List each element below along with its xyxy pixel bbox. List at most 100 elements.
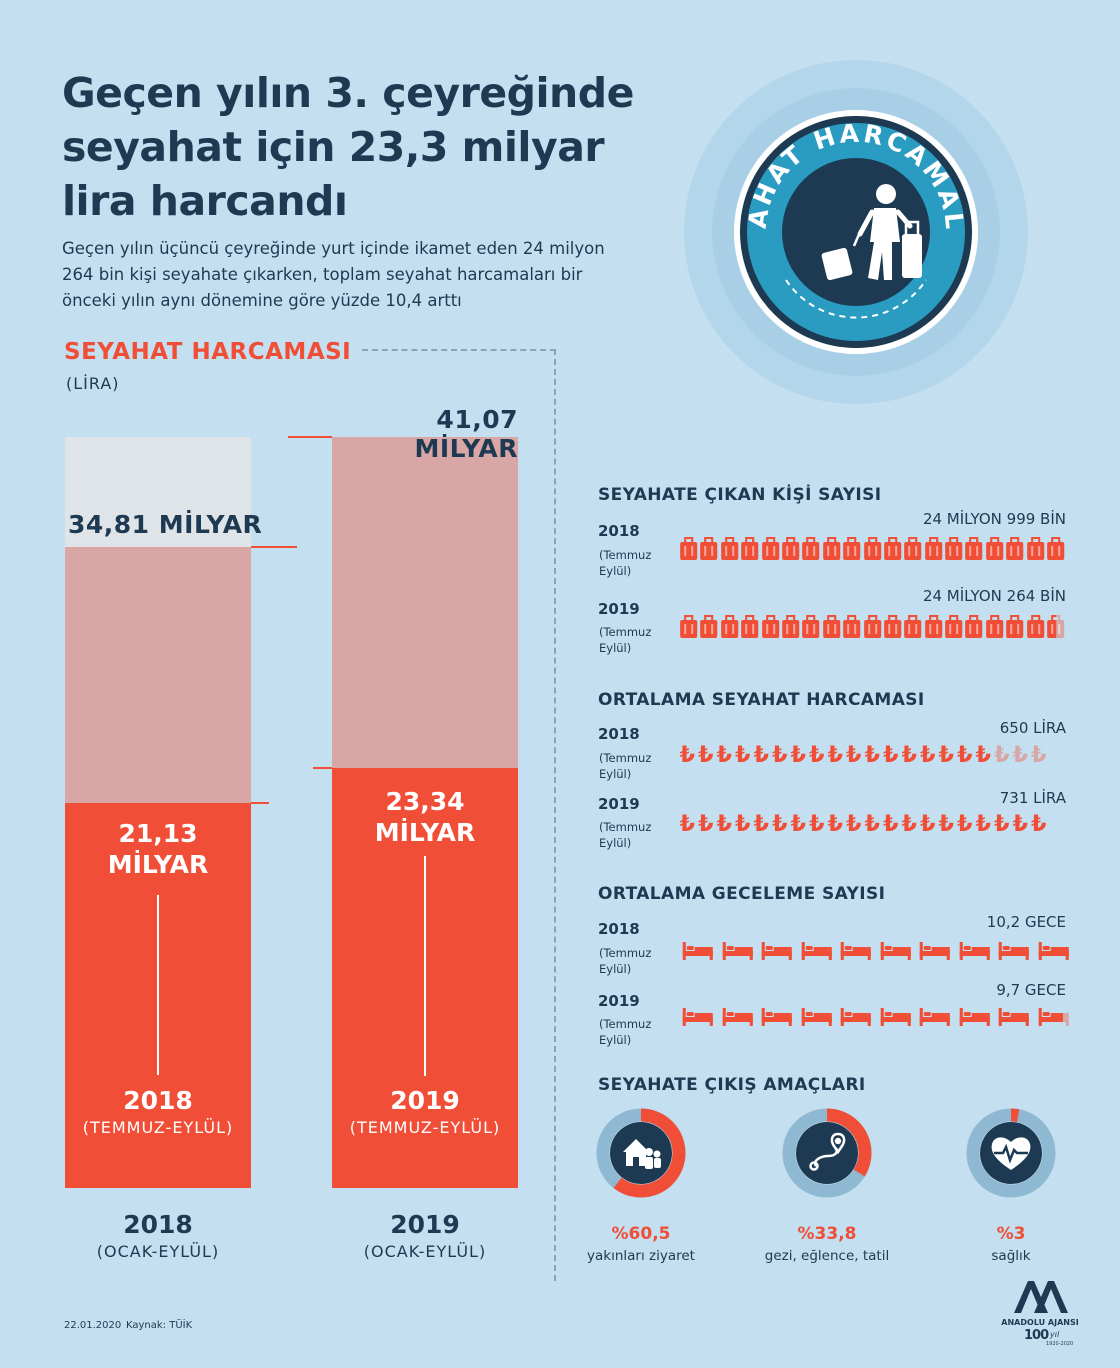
lira-symbol-icon: ₺ (994, 743, 1010, 768)
luggage-icon (822, 537, 840, 560)
lira-symbol-icon: ₺ (957, 743, 973, 768)
subtitle-line-2: 264 bin kişi seyahate çıkarken, toplam s… (62, 265, 583, 284)
avg-spend-2019-period: (Temmuz Eylül) (599, 820, 652, 850)
luggage-icon (741, 537, 759, 560)
house-family-icon (623, 1139, 661, 1169)
luggage-icon (1006, 537, 1024, 560)
luggage-icon (863, 537, 881, 560)
bed-icon (998, 942, 1029, 960)
travelers-2018-period: (Temmuz Eylül) (599, 548, 652, 578)
lira-symbol-icon: ₺ (920, 812, 936, 837)
luggage-icon (924, 537, 942, 560)
lira-symbol-icon: ₺ (957, 812, 973, 837)
luggage-icon (782, 615, 800, 638)
nights-2019-period: (Temmuz Eylül) (599, 1017, 652, 1047)
bar-2019-total (332, 437, 518, 768)
lira-symbol-icon: ₺ (1031, 812, 1047, 837)
lira-symbol-icon: ₺ (809, 743, 825, 768)
lira-symbol-icon: ₺ (790, 812, 806, 837)
avg-spend-title: ORTALAMA SEYAHAT HARCAMASI (598, 690, 925, 710)
luggage-icon (986, 537, 1004, 560)
bed-icon (761, 1008, 792, 1026)
luggage-icon (904, 537, 922, 560)
luggage-icon (965, 537, 983, 560)
nights-2018-period: (Temmuz Eylül) (599, 946, 652, 976)
nights-2018-value: 10,2 GECE (986, 913, 1066, 931)
purpose-health-pct: %3 (996, 1224, 1026, 1244)
luggage-icon (924, 615, 942, 638)
purpose-visit-donut (596, 1108, 686, 1198)
anniversary-word: yıl (1050, 1330, 1060, 1339)
lira-symbol-icon: ₺ (864, 743, 880, 768)
lira-symbol-icon: ₺ (1012, 743, 1028, 768)
lira-symbol-icon: ₺ (809, 812, 825, 837)
nights-2019-value: 9,7 GECE (996, 981, 1066, 999)
bar-2019-period: (OCAK-EYLÜL) (363, 1242, 487, 1261)
bar-2019-q3-tick (313, 767, 332, 769)
travelers-2019-value: 24 MİLYON 264 BİN (922, 587, 1066, 605)
lira-symbol-icon: ₺ (883, 812, 899, 837)
luggage-icon (802, 615, 820, 638)
bed-icon (840, 942, 871, 960)
spending-unit: (LİRA) (66, 374, 120, 393)
lira-symbol-icon: ₺ (920, 743, 936, 768)
nights-2018-icons (680, 939, 1075, 961)
purpose-health-arc (966, 1108, 1056, 1198)
travelers-2018-icons (679, 535, 1066, 561)
bar-2019-divider (424, 856, 426, 1076)
purpose-health-donut (966, 1108, 1056, 1198)
lira-symbol-icon: ₺ (975, 812, 991, 837)
agency-name: ANADOLU AJANSI (1001, 1318, 1079, 1327)
luggage-icon (965, 615, 983, 638)
lira-symbol-icon: ₺ (901, 812, 917, 837)
bar-2018-total (65, 547, 251, 803)
purpose-leisure-arc (782, 1108, 872, 1198)
bed-icon (722, 942, 753, 960)
anniversary-number: 100 (1024, 1328, 1049, 1343)
luggage-icon (761, 537, 779, 560)
luggage-icon (986, 615, 1004, 638)
spending-title: SEYAHAT HARCAMASI (64, 339, 352, 365)
lira-symbol-icon: ₺ (716, 743, 732, 768)
lira-symbol-icon: ₺ (864, 812, 880, 837)
luggage-icon (741, 615, 759, 638)
bar-2018-q3-number: 21,13 (118, 819, 198, 848)
nights-title: ORTALAMA GECELEME SAYISI (598, 884, 886, 904)
purpose-leisure-donut (782, 1108, 872, 1198)
title-line-1: Geçen yılın 3. çeyreğinde (62, 69, 634, 117)
luggage-icon (782, 537, 800, 560)
luggage-icon (863, 615, 881, 638)
bed-icon (801, 942, 832, 960)
bed-icon (919, 1008, 950, 1026)
title-line-2: seyahat için 23,3 milyar (62, 123, 605, 171)
lira-symbol-icon: ₺ (735, 812, 751, 837)
bar-2018-q3-tick (251, 802, 269, 804)
subtitle-line-1: Geçen yılın üçüncü çeyreğinde yurt içind… (62, 239, 605, 258)
lira-symbol-icon: ₺ (975, 743, 991, 768)
bed-icon (761, 942, 792, 960)
bar-2018-total-label: 34,81 MİLYAR (68, 510, 263, 539)
purpose-visit-arc (596, 1108, 686, 1198)
luggage-icon (680, 615, 698, 638)
footer-date: 22.01.2020 (64, 1320, 122, 1331)
purpose-health-label: sağlık (991, 1248, 1031, 1264)
travelers-2018-value: 24 MİLYON 999 BİN (922, 510, 1066, 528)
bed-icon (682, 942, 713, 960)
bed-icon (959, 942, 990, 960)
lira-symbol-icon: ₺ (1012, 812, 1028, 837)
bed-icon (840, 1008, 871, 1026)
travelers-2019-icons (679, 613, 1066, 639)
purpose-leisure-label: gezi, eğlence, tatil (764, 1248, 890, 1264)
lira-symbol-icon: ₺ (679, 743, 695, 768)
luggage-icon (720, 537, 738, 560)
luggage-icon (1047, 537, 1065, 560)
page-title: Geçen yılın 3. çeyreğinde seyahat için 2… (62, 66, 682, 228)
bar-2018-q3-year: 2018 (123, 1086, 193, 1115)
lira-symbol-icon: ₺ (827, 812, 843, 837)
lira-symbol-icon: ₺ (883, 743, 899, 768)
luggage-icon (1026, 615, 1044, 638)
lira-symbol-icon: ₺ (1031, 743, 1047, 768)
anniversary-years: 1920-2020 (1046, 1341, 1074, 1347)
avg-spend-2018-year: 2018 (598, 725, 640, 743)
avg-spend-2018-value: 650 LİRA (999, 719, 1066, 737)
